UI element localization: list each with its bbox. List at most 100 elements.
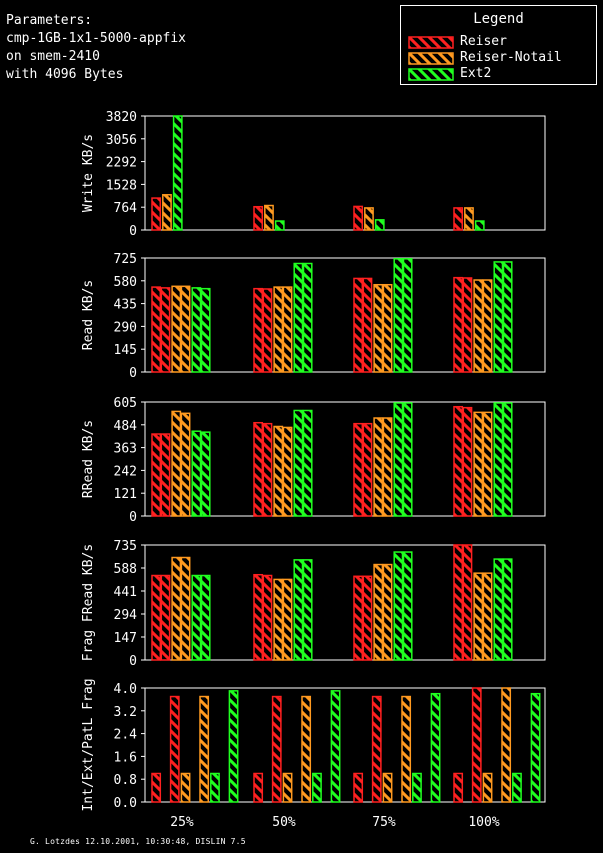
bar-reiser-50pct xyxy=(262,422,273,517)
x-tick-label: 100% xyxy=(468,815,499,830)
bar-reiser-25pct xyxy=(160,433,171,517)
bar-ext2-100pct xyxy=(502,402,513,517)
chart-panel: 0 147 294 441 588 735 Frag FRead KB/s xyxy=(81,539,546,669)
legend-entry-reiser-notail: Reiser-Notail xyxy=(408,50,593,65)
bar-reiser-notail-25pct xyxy=(199,695,210,803)
bar-reiser-100pct xyxy=(453,207,464,231)
bar-reiser-notail-75pct xyxy=(364,207,374,231)
bar-reiser-75pct xyxy=(353,422,364,517)
parameters-line: on smem-2410 xyxy=(6,49,100,64)
chart-panel: 0 764 1528 2292 3056 3820 Write KB/s xyxy=(81,110,546,239)
bar-reiser-notail-75pct xyxy=(401,695,412,803)
bar-reiser-notail-100pct xyxy=(482,411,493,517)
bar-reiser-75pct xyxy=(362,422,373,517)
bar-reiser-notail-50pct xyxy=(273,286,284,373)
y-axis-label: Frag FRead KB/s xyxy=(81,544,96,661)
bar-reiser-notail-100pct xyxy=(482,572,493,661)
bar-reiser-notail-25pct xyxy=(180,772,191,803)
bar-reiser-100pct xyxy=(471,687,482,803)
bar-ext2-75pct xyxy=(393,402,404,517)
bar-reiser-notail-100pct xyxy=(464,207,474,231)
bar-reiser-notail-50pct xyxy=(282,286,293,373)
y-axis-label: Write KB/s xyxy=(81,134,96,212)
legend-title: Legend xyxy=(473,11,524,27)
plot-frame xyxy=(144,687,546,803)
chart-panel: 0 145 290 435 580 725 Read KB/s xyxy=(81,252,546,381)
bar-ext2-50pct xyxy=(293,559,304,661)
footer-credit: G. Lotzdes 12.10.2001, 10:30:48, DISLIN … xyxy=(30,837,246,846)
y-tick-label: 605 xyxy=(114,396,137,411)
bar-reiser-notail-25pct xyxy=(171,285,182,373)
bar-reiser-notail-50pct xyxy=(273,425,284,517)
bar-reiser-notail-50pct xyxy=(301,695,312,803)
y-tick-label: 0.0 xyxy=(114,796,137,811)
bar-ext2-25pct xyxy=(200,431,211,517)
bar-reiser-notail-100pct xyxy=(482,279,493,373)
bar-ext2-25pct xyxy=(191,287,202,373)
parameters-line: Parameters: xyxy=(6,13,93,28)
bar-reiser-notail-25pct xyxy=(171,410,182,517)
bar-ext2-50pct xyxy=(302,559,313,661)
bar-ext2-50pct xyxy=(312,772,322,803)
bar-reiser-50pct xyxy=(253,573,264,661)
y-tick-label: 0.8 xyxy=(114,773,137,788)
bar-reiser-100pct xyxy=(462,544,473,661)
bar-ext2-50pct xyxy=(274,220,285,231)
bar-ext2-75pct xyxy=(412,772,422,803)
bar-ext2-75pct xyxy=(402,258,413,373)
y-tick-label: 3820 xyxy=(106,110,137,125)
legend-label: Reiser xyxy=(460,34,507,49)
bar-reiser-25pct xyxy=(151,772,162,803)
bar-reiser-notail-25pct xyxy=(180,556,191,661)
y-tick-label: 242 xyxy=(114,464,137,479)
plot-frame xyxy=(144,115,546,231)
y-tick-label: 484 xyxy=(114,419,138,434)
bar-reiser-notail-75pct xyxy=(382,563,393,661)
bar-ext2-50pct xyxy=(293,262,304,373)
bar-reiser-25pct xyxy=(151,433,162,517)
bar-ext2-25pct xyxy=(200,574,211,661)
legend-label: Ext2 xyxy=(460,66,492,81)
bar-ext2-75pct xyxy=(393,551,404,661)
bar-reiser-75pct xyxy=(353,277,364,373)
legend-swatch-reiser xyxy=(408,36,454,49)
y-tick-label: 3056 xyxy=(106,133,137,148)
y-tick-label: 725 xyxy=(114,252,137,267)
bar-ext2-75pct xyxy=(374,219,385,231)
y-tick-label: 363 xyxy=(114,442,137,457)
bar-ext2-25pct xyxy=(228,690,239,803)
x-tick-label: 50% xyxy=(272,815,296,830)
bar-reiser-notail-75pct xyxy=(382,417,393,517)
bar-reiser-100pct xyxy=(453,276,464,373)
y-tick-label: 3.2 xyxy=(114,705,137,720)
y-tick-label: 764 xyxy=(114,201,138,216)
y-tick-label: 0 xyxy=(129,510,137,525)
y-tick-label: 4.0 xyxy=(114,682,137,697)
bar-reiser-notail-50pct xyxy=(282,426,293,517)
bar-reiser-50pct xyxy=(253,421,264,517)
y-tick-label: 290 xyxy=(114,320,137,335)
bar-reiser-100pct xyxy=(462,406,473,517)
legend: Legend Reiser Reiser-Notail Ext2 xyxy=(400,5,597,85)
bar-reiser-25pct xyxy=(160,287,171,373)
bar-reiser-100pct xyxy=(453,544,464,661)
legend-swatch-ext2 xyxy=(408,68,454,81)
bar-ext2-25pct xyxy=(200,287,211,373)
bar-ext2-25pct xyxy=(191,430,202,517)
y-tick-label: 2292 xyxy=(106,156,137,171)
bar-ext2-50pct xyxy=(293,409,304,517)
bar-reiser-notail-25pct xyxy=(180,412,191,517)
plot-frame xyxy=(144,401,546,517)
bar-reiser-75pct xyxy=(353,205,364,231)
bar-reiser-notail-100pct xyxy=(473,279,484,373)
x-tick-label: 25% xyxy=(170,815,194,830)
y-tick-label: 145 xyxy=(114,343,137,358)
plot-frame xyxy=(144,544,546,661)
bar-reiser-50pct xyxy=(262,288,273,373)
bar-ext2-100pct xyxy=(493,402,504,517)
y-tick-label: 147 xyxy=(114,631,137,646)
y-axis-label: Read KB/s xyxy=(81,280,96,350)
bar-reiser-notail-25pct xyxy=(162,194,172,231)
parameters-block: Parameters: cmp-1GB-1x1-5000-appfix on s… xyxy=(6,12,186,84)
bar-reiser-25pct xyxy=(151,286,162,373)
